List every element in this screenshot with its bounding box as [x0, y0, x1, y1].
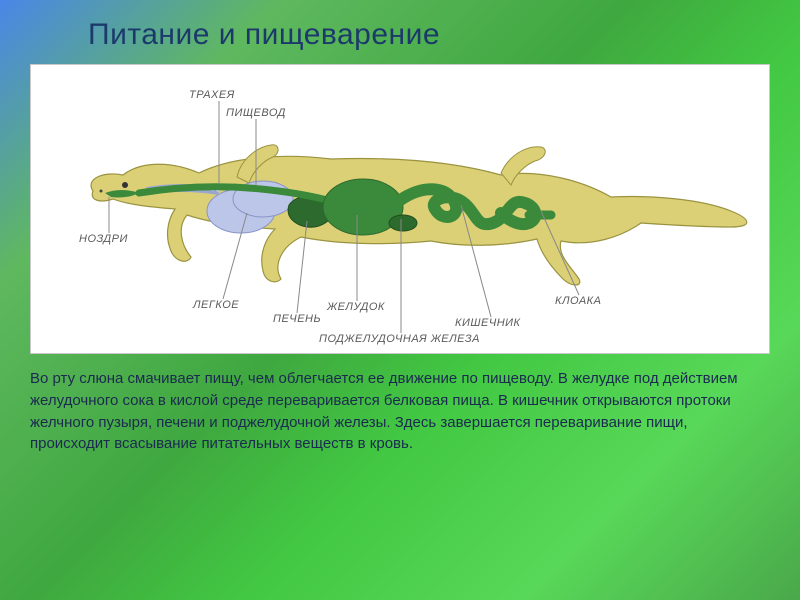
- label-pancreas: ПОДЖЕЛУДОЧНАЯ ЖЕЛЕЗА: [319, 333, 480, 345]
- label-esophagus: ПИЩЕВОД: [226, 107, 286, 119]
- slide-container: Питание и пищеварение: [0, 0, 800, 600]
- label-cloaca: КЛОАКА: [555, 295, 602, 307]
- lizard-body-shape: [91, 156, 747, 285]
- label-lung: ЛЕГКОЕ: [193, 299, 239, 311]
- organ-pancreas: [389, 215, 417, 231]
- anatomy-diagram: ТРАХЕЯ ПИЩЕВОД НОЗДРИ ЛЕГКОЕ ПЕЧЕНЬ ЖЕЛУ…: [30, 64, 770, 354]
- lizard-eye: [122, 182, 128, 188]
- body-paragraph: Во рту слюна смачивает пищу, чем облегча…: [28, 368, 772, 455]
- label-trachea: ТРАХЕЯ: [189, 89, 235, 101]
- label-stomach: ЖЕЛУДОК: [327, 301, 385, 313]
- lizard-svg: [31, 65, 771, 355]
- label-intestine: КИШЕЧНИК: [455, 317, 521, 329]
- label-liver: ПЕЧЕНЬ: [273, 313, 321, 325]
- label-nostrils: НОЗДРИ: [79, 233, 128, 245]
- page-title: Питание и пищеварение: [88, 18, 772, 52]
- lizard-nostril: [100, 190, 103, 193]
